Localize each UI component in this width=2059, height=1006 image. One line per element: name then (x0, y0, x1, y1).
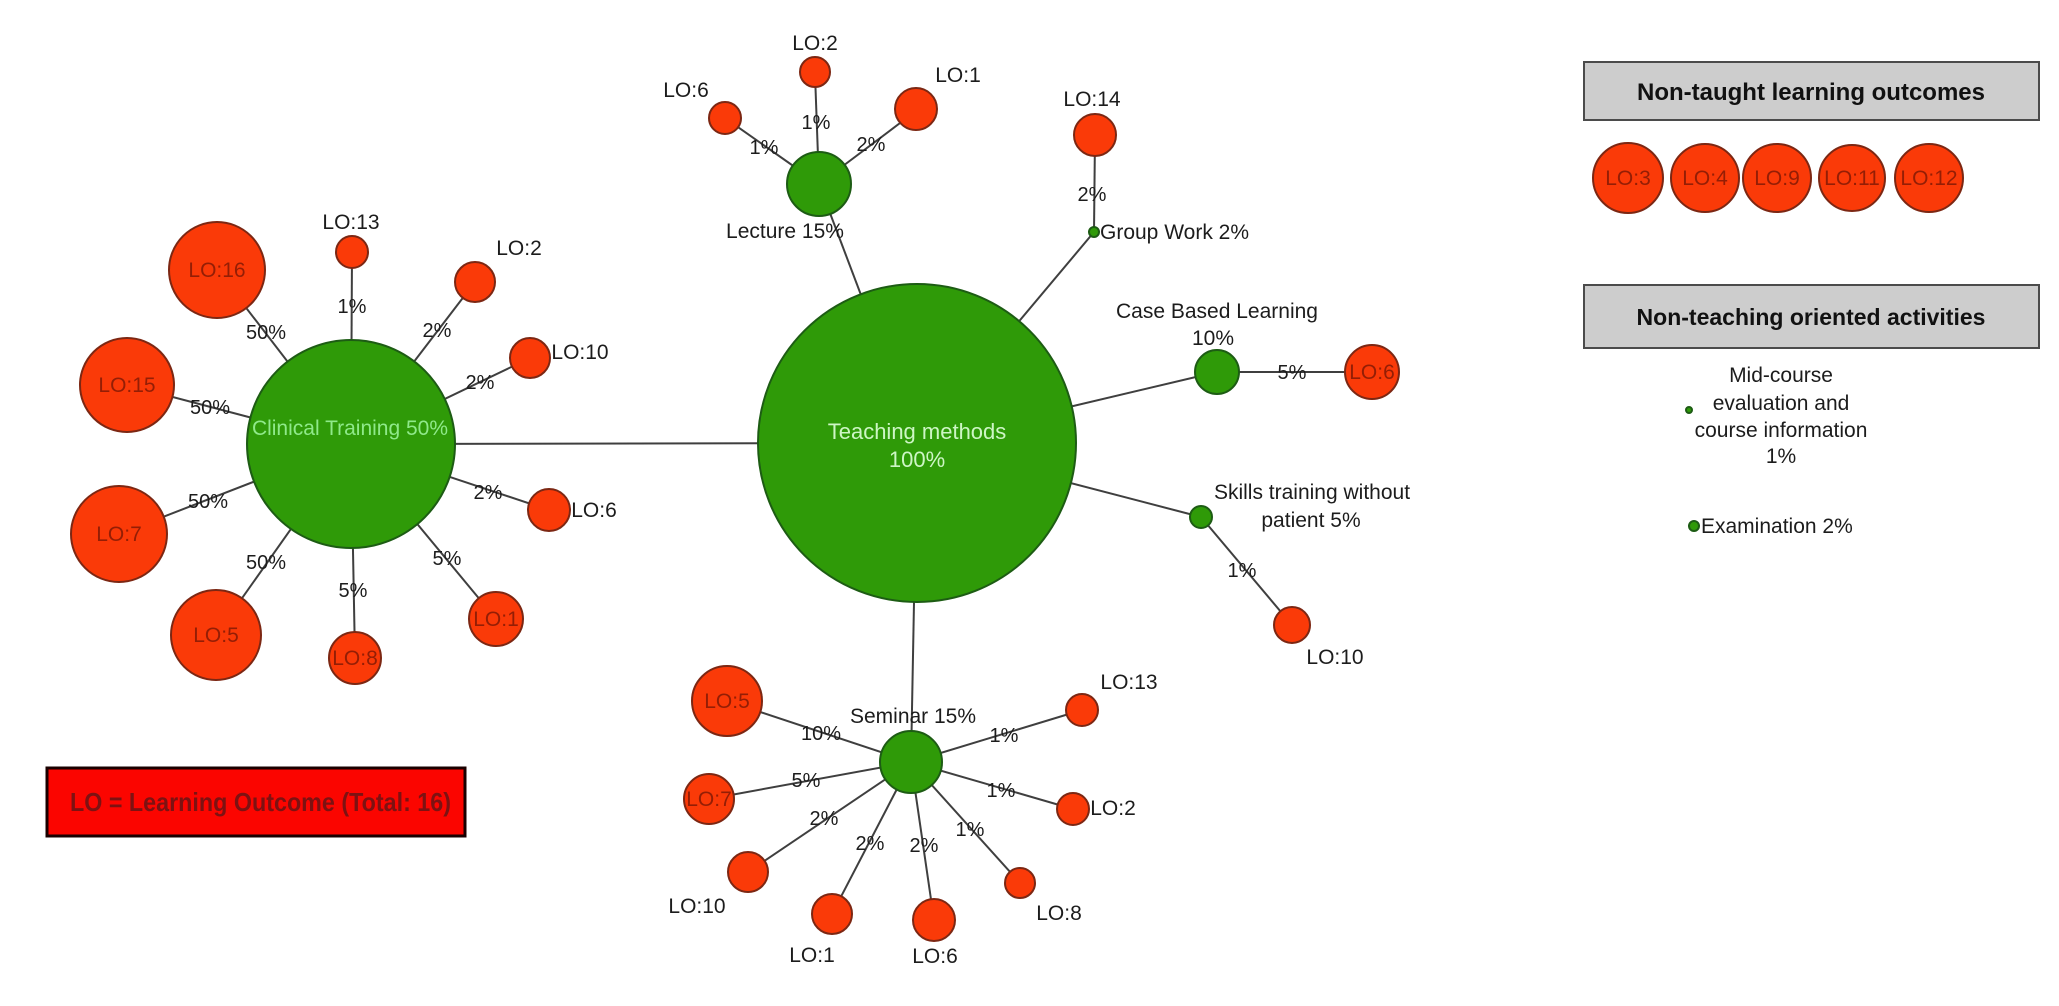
svg-text:2%: 2% (857, 134, 886, 156)
svg-text:LO:2: LO:2 (496, 237, 542, 260)
svg-text:LO:6: LO:6 (663, 79, 709, 102)
svg-text:LO:11: LO:11 (1824, 167, 1880, 190)
svg-text:LO:5: LO:5 (193, 624, 239, 647)
svg-text:5%: 5% (792, 770, 821, 792)
svg-text:LO:6: LO:6 (1349, 361, 1395, 384)
svg-text:Lecture 15%: Lecture 15% (726, 220, 844, 243)
svg-text:1%: 1% (802, 112, 831, 134)
svg-text:LO:8: LO:8 (1036, 902, 1082, 925)
svg-text:LO:5: LO:5 (704, 690, 750, 713)
svg-text:LO:10: LO:10 (668, 895, 725, 918)
svg-text:2%: 2% (856, 833, 885, 855)
svg-text:LO:7: LO:7 (96, 523, 142, 546)
svg-text:evaluation and: evaluation and (1713, 392, 1850, 415)
svg-text:1%: 1% (1766, 445, 1796, 468)
svg-text:Clinical Training 50%: Clinical Training 50% (252, 417, 448, 440)
svg-text:LO:15: LO:15 (98, 374, 155, 397)
svg-text:2%: 2% (1078, 184, 1107, 206)
svg-text:LO:1: LO:1 (473, 608, 519, 631)
svg-text:1%: 1% (990, 725, 1019, 747)
svg-text:1%: 1% (750, 137, 779, 159)
svg-text:1%: 1% (956, 819, 985, 841)
svg-text:LO:16: LO:16 (188, 259, 245, 282)
svg-text:5%: 5% (339, 580, 368, 602)
svg-text:1%: 1% (987, 780, 1016, 802)
svg-text:10%: 10% (801, 723, 841, 745)
svg-text:Examination 2%: Examination 2% (1701, 515, 1853, 538)
svg-text:LO:7: LO:7 (686, 788, 732, 811)
svg-text:LO:6: LO:6 (912, 945, 958, 968)
svg-text:Seminar 15%: Seminar 15% (850, 705, 976, 728)
svg-text:Case Based Learning: Case Based Learning (1116, 300, 1318, 323)
svg-text:Group Work 2%: Group Work 2% (1100, 221, 1249, 244)
svg-text:2%: 2% (466, 372, 495, 394)
svg-text:2%: 2% (423, 320, 452, 342)
svg-text:Mid-course: Mid-course (1729, 364, 1833, 387)
svg-text:LO:13: LO:13 (322, 211, 379, 234)
svg-text:50%: 50% (246, 322, 286, 344)
svg-text:LO:6: LO:6 (571, 499, 617, 522)
svg-text:LO:9: LO:9 (1754, 167, 1800, 190)
svg-text:Skills training without: Skills training without (1214, 481, 1410, 504)
svg-text:2%: 2% (910, 835, 939, 857)
svg-text:50%: 50% (188, 491, 228, 513)
svg-text:10%: 10% (1192, 327, 1234, 350)
svg-text:Non-taught learning outcomes: Non-taught learning outcomes (1637, 79, 1985, 106)
svg-text:5%: 5% (433, 548, 462, 570)
svg-text:50%: 50% (246, 552, 286, 574)
svg-text:100%: 100% (889, 447, 945, 472)
svg-text:5%: 5% (1278, 362, 1307, 384)
svg-text:LO:2: LO:2 (1090, 797, 1136, 820)
svg-text:LO:1: LO:1 (789, 944, 835, 967)
svg-text:course information: course information (1695, 419, 1868, 442)
svg-text:LO:2: LO:2 (792, 32, 838, 55)
svg-text:patient 5%: patient 5% (1261, 509, 1360, 532)
svg-text:LO:10: LO:10 (551, 341, 608, 364)
svg-text:LO:14: LO:14 (1063, 88, 1121, 111)
svg-text:1%: 1% (1228, 560, 1257, 582)
svg-text:LO:13: LO:13 (1100, 671, 1157, 694)
svg-text:LO = Learning Outcome (Total:: LO = Learning Outcome (Total: 16) (70, 787, 451, 817)
svg-text:LO:3: LO:3 (1605, 167, 1651, 190)
svg-text:LO:4: LO:4 (1682, 167, 1728, 190)
svg-text:1%: 1% (338, 296, 367, 318)
svg-text:Non-teaching oriented activiti: Non-teaching oriented activities (1637, 304, 1986, 330)
svg-text:50%: 50% (190, 397, 230, 419)
svg-text:LO:12: LO:12 (1900, 167, 1957, 190)
svg-text:2%: 2% (810, 808, 839, 830)
svg-text:Teaching methods: Teaching methods (828, 419, 1007, 444)
svg-text:LO:1: LO:1 (935, 64, 981, 87)
svg-text:LO:8: LO:8 (332, 647, 378, 670)
svg-text:LO:10: LO:10 (1306, 646, 1363, 669)
svg-text:2%: 2% (474, 482, 503, 504)
